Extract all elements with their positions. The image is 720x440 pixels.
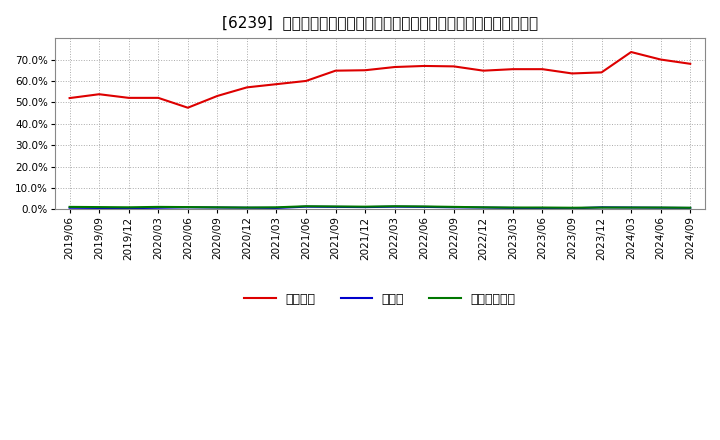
繰延税金資産 bbox=[213, 205, 222, 210]
繰延税金資産 bbox=[154, 204, 163, 209]
のれん bbox=[331, 204, 340, 209]
繰延税金資産 bbox=[331, 204, 340, 209]
Line: 自己資本: 自己資本 bbox=[70, 52, 690, 108]
自己資本 bbox=[272, 81, 281, 87]
のれん bbox=[154, 205, 163, 210]
のれん bbox=[598, 205, 606, 210]
繰延税金資産 bbox=[449, 204, 458, 209]
のれん bbox=[657, 205, 665, 210]
のれん bbox=[95, 205, 104, 211]
のれん bbox=[66, 205, 74, 210]
繰延税金資産 bbox=[361, 204, 369, 209]
自己資本 bbox=[686, 61, 695, 66]
自己資本 bbox=[657, 57, 665, 62]
自己資本 bbox=[95, 92, 104, 97]
自己資本 bbox=[184, 105, 192, 110]
繰延税金資産 bbox=[686, 205, 695, 210]
のれん bbox=[302, 204, 310, 209]
繰延税金資産 bbox=[66, 204, 74, 209]
自己資本 bbox=[213, 93, 222, 99]
のれん bbox=[508, 205, 517, 211]
繰延税金資産 bbox=[538, 205, 546, 210]
Line: のれん: のれん bbox=[70, 207, 690, 209]
自己資本 bbox=[598, 70, 606, 75]
繰延税金資産 bbox=[657, 205, 665, 210]
繰延税金資産 bbox=[390, 204, 399, 209]
のれん bbox=[272, 205, 281, 211]
繰延税金資産 bbox=[272, 205, 281, 210]
自己資本 bbox=[449, 64, 458, 69]
のれん bbox=[213, 205, 222, 210]
のれん bbox=[361, 205, 369, 210]
繰延税金資産 bbox=[627, 205, 636, 210]
自己資本 bbox=[479, 68, 487, 73]
のれん bbox=[243, 205, 251, 210]
繰延税金資産 bbox=[567, 205, 576, 210]
自己資本 bbox=[567, 71, 576, 76]
繰延税金資産 bbox=[302, 204, 310, 209]
Legend: 自己資本, のれん, 繰延税金資産: 自己資本, のれん, 繰延税金資産 bbox=[239, 288, 521, 311]
Line: 繰延税金資産: 繰延税金資産 bbox=[70, 206, 690, 208]
自己資本 bbox=[66, 95, 74, 101]
のれん bbox=[567, 206, 576, 211]
自己資本 bbox=[361, 68, 369, 73]
自己資本 bbox=[420, 63, 428, 69]
繰延税金資産 bbox=[598, 205, 606, 210]
自己資本 bbox=[302, 78, 310, 84]
のれん bbox=[125, 205, 133, 211]
自己資本 bbox=[331, 68, 340, 73]
のれん bbox=[390, 204, 399, 209]
自己資本 bbox=[243, 85, 251, 90]
繰延税金資産 bbox=[243, 205, 251, 210]
のれん bbox=[479, 205, 487, 210]
のれん bbox=[627, 205, 636, 210]
のれん bbox=[420, 204, 428, 209]
自己資本 bbox=[627, 49, 636, 55]
のれん bbox=[184, 205, 192, 210]
のれん bbox=[449, 205, 458, 210]
自己資本 bbox=[508, 66, 517, 72]
繰延税金資産 bbox=[420, 204, 428, 209]
繰延税金資産 bbox=[95, 205, 104, 210]
繰延税金資産 bbox=[125, 205, 133, 210]
のれん bbox=[538, 205, 546, 211]
自己資本 bbox=[154, 95, 163, 100]
Title: [6239]  自己資本、のれん、繰延税金資産の総資産に対する比率の推移: [6239] 自己資本、のれん、繰延税金資産の総資産に対する比率の推移 bbox=[222, 15, 538, 30]
繰延税金資産 bbox=[184, 205, 192, 210]
自己資本 bbox=[390, 64, 399, 70]
自己資本 bbox=[125, 95, 133, 100]
繰延税金資産 bbox=[508, 205, 517, 210]
のれん bbox=[686, 205, 695, 211]
繰延税金資産 bbox=[479, 205, 487, 210]
自己資本 bbox=[538, 66, 546, 72]
